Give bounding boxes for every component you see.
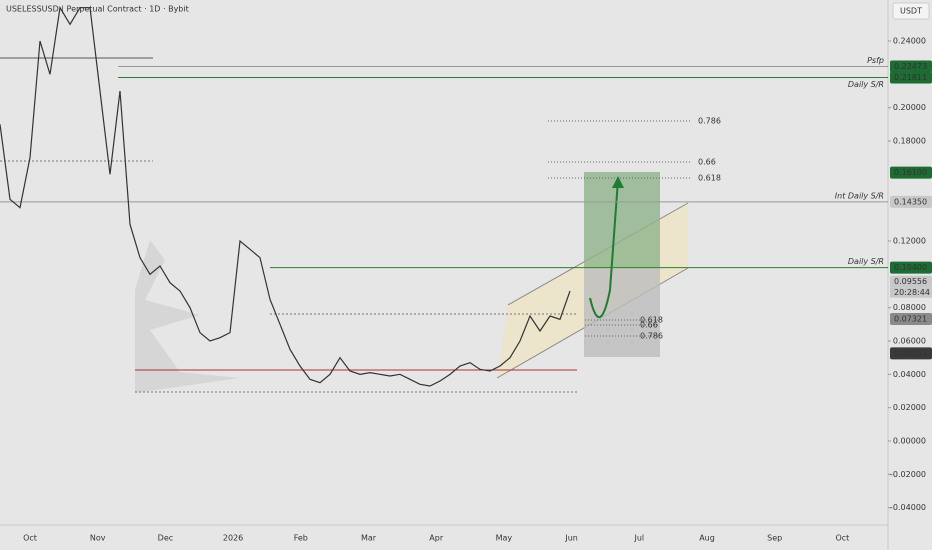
- fib-label: 0.786: [698, 117, 721, 126]
- price-tag-label: 0.09556: [894, 277, 927, 286]
- level-label: Int Daily S/R: [835, 191, 884, 200]
- x-tick-label: Mar: [361, 534, 377, 543]
- y-tick-label: 0.06000: [893, 337, 926, 346]
- y-tick-label: 0.20000: [893, 103, 926, 112]
- price-tag-label: 0.07321: [894, 314, 927, 323]
- countdown: 20:28:44: [894, 288, 930, 297]
- y-tick-label: 0.02000: [893, 403, 926, 412]
- x-tick-label: Oct: [835, 534, 849, 543]
- x-tick-label: Jun: [564, 534, 578, 543]
- fib-label: 0.66: [640, 321, 658, 330]
- x-tick-label: May: [496, 534, 513, 543]
- fib-label: 0.618: [640, 316, 663, 325]
- price-tag: [890, 60, 932, 73]
- price-tag: [890, 195, 932, 208]
- price-tag-label: 0.22473: [894, 62, 927, 71]
- fib-label: 0.618: [698, 174, 721, 183]
- currency[interactable]: USDT: [900, 7, 922, 16]
- price-tag: [890, 347, 932, 360]
- y-tick-label: 0.24000: [893, 37, 926, 46]
- price-tag: [890, 166, 932, 179]
- fib-label: 0.786: [640, 332, 663, 341]
- x-tick-label: 2026: [223, 534, 243, 543]
- y-tick-label: 0.08000: [893, 303, 926, 312]
- countdown-box: [890, 287, 932, 298]
- y-tick-label: 0.18000: [893, 137, 926, 146]
- x-tick-label: Jul: [633, 534, 644, 543]
- chart-title: USELESSUSD | Perpetual Contract · 1D · B…: [6, 5, 189, 14]
- level-label: Daily S/R: [848, 80, 884, 89]
- level-label: Psfp: [867, 56, 884, 65]
- x-tick-label: Nov: [90, 534, 106, 543]
- price-tag-label: 0.10400: [894, 263, 927, 272]
- price-tag: [890, 275, 932, 288]
- arrow-head: [612, 176, 624, 188]
- y-tick-label: -0.04000: [890, 503, 926, 512]
- price-tag-label: 0.16100: [894, 168, 927, 177]
- currency-box[interactable]: [892, 2, 930, 20]
- level-label: Daily S/R: [848, 257, 884, 266]
- x-tick-label: Dec: [158, 534, 173, 543]
- price-tag-label: 0.05255: [894, 349, 927, 358]
- volume-profile: [135, 240, 240, 393]
- price-line: [0, 5, 571, 387]
- x-tick-label: Aug: [699, 534, 715, 543]
- stop-box: [584, 268, 660, 357]
- fib-label: 0.66: [698, 158, 716, 167]
- x-tick-label: Feb: [294, 534, 308, 543]
- price-tag: [890, 312, 932, 325]
- arrow: [589, 179, 619, 319]
- y-tick-label: 0.04000: [893, 370, 926, 379]
- x-tick-label: Oct: [23, 534, 37, 543]
- price-tag-label: 0.21811: [894, 73, 927, 82]
- y-tick-label: 0.00000: [893, 437, 926, 446]
- price-tag: [890, 261, 932, 274]
- x-tick-label: Sep: [767, 534, 782, 543]
- price-tag-label: 0.14350: [894, 197, 927, 206]
- price-tag: [890, 71, 932, 84]
- x-tick-label: Apr: [429, 534, 444, 543]
- y-tick-label: -0.02000: [890, 470, 926, 479]
- y-tick-label: 0.12000: [893, 237, 926, 246]
